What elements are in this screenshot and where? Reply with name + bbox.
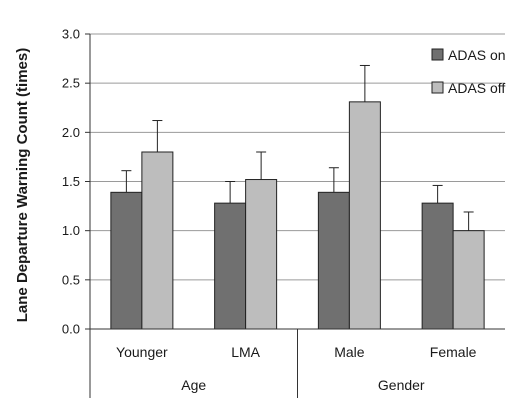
legend: ADAS on ADAS off xyxy=(431,47,506,96)
y-tick-label: 2.0 xyxy=(62,125,80,140)
bar-adas-on xyxy=(317,191,350,330)
y-axis-label: Lane Departure Warning Count (times) xyxy=(14,48,31,322)
x-category-label: Female xyxy=(430,344,477,360)
y-tick-label: 2.5 xyxy=(62,76,80,91)
bar-adas-on xyxy=(214,202,247,330)
y-tick-label: 0.5 xyxy=(62,272,80,287)
x-group-label: Age xyxy=(181,377,206,393)
legend-label: ADAS on xyxy=(448,47,506,63)
legend-label: ADAS off xyxy=(448,80,505,96)
y-tick-label: 1.5 xyxy=(62,174,80,189)
bar-adas-off xyxy=(245,179,278,330)
x-category-label: LMA xyxy=(231,344,260,360)
legend-swatch xyxy=(431,48,444,61)
y-tick-label: 1.0 xyxy=(62,223,80,238)
x-category-label: Male xyxy=(334,344,365,360)
bar-adas-on xyxy=(421,202,454,330)
bars xyxy=(110,64,485,330)
bar-adas-off xyxy=(452,230,485,330)
y-tick-label: 3.0 xyxy=(62,27,80,42)
bar-adas-on xyxy=(110,191,143,330)
legend-swatch xyxy=(431,81,444,94)
y-tick-label: 0.0 xyxy=(62,322,80,337)
x-category-label: Younger xyxy=(116,344,168,360)
bar-adas-off xyxy=(348,101,381,330)
axes xyxy=(85,33,505,398)
bar-adas-off xyxy=(141,151,174,330)
tick-labels: 0.0 0.5 1.0 1.5 2.0 2.5 3.0 Younger LMA Male Femal… xyxy=(62,27,477,394)
x-group-label: Gender xyxy=(378,377,425,393)
